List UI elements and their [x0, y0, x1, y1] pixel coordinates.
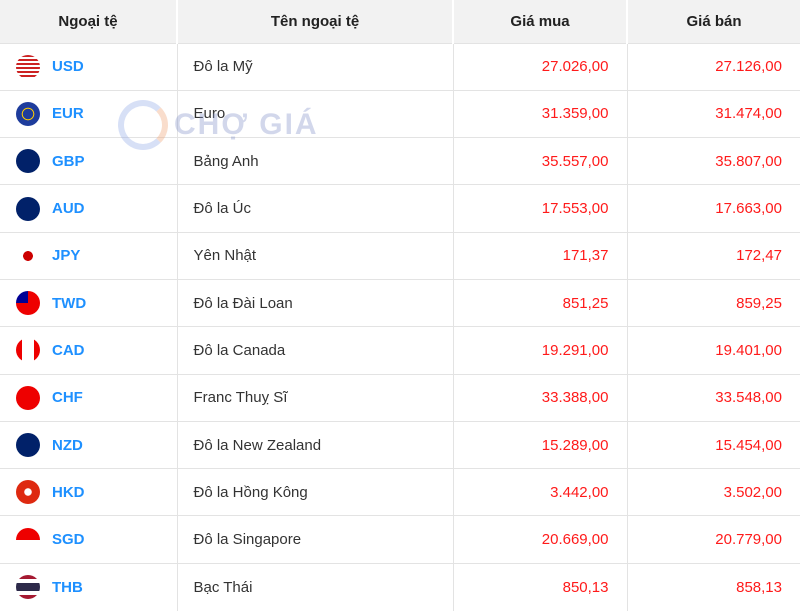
- sell-price: 20.779,00: [627, 515, 800, 564]
- currency-code: TWD: [52, 294, 87, 312]
- table-row: EUR Euro 31.359,00 31.474,00: [0, 89, 800, 138]
- jp-flag-icon: [16, 243, 40, 268]
- table-row: TWD Đô la Đài Loan 851,25 859,25: [0, 278, 800, 327]
- currency-code: THB: [52, 578, 83, 596]
- buy-price: 17.553,00: [453, 184, 628, 233]
- sell-price: 859,25: [627, 278, 800, 327]
- buy-price: 850,13: [453, 562, 628, 611]
- currency-code: USD: [52, 58, 84, 76]
- buy-price: 31.359,00: [453, 89, 628, 138]
- currency-code-cell: HKD: [0, 480, 177, 505]
- header-buy: Giá mua: [453, 0, 628, 43]
- currency-code: EUR: [52, 105, 84, 123]
- buy-price: 33.388,00: [453, 373, 628, 422]
- currency-code-cell: TWD: [0, 291, 177, 316]
- currency-code: CHF: [52, 389, 83, 407]
- currency-code-cell: AUD: [0, 196, 177, 221]
- table-row: USD Đô la Mỹ 27.026,00 27.126,00: [0, 42, 800, 91]
- ch-flag-icon: [16, 385, 40, 410]
- buy-price: 35.557,00: [453, 137, 628, 185]
- sell-price: 31.474,00: [627, 89, 800, 138]
- currency-name: Yên Nhật: [177, 231, 454, 280]
- sell-price: 27.126,00: [627, 42, 800, 91]
- currency-name: Đô la Hồng Kông: [177, 468, 454, 516]
- currency-name: Bảng Anh: [177, 137, 454, 185]
- hk-flag-icon: [16, 480, 40, 505]
- currency-name: Đô la Đài Loan: [177, 278, 454, 327]
- currency-code-cell: USD: [0, 54, 177, 79]
- table-row: CAD Đô la Canada 19.291,00 19.401,00: [0, 326, 800, 375]
- buy-price: 20.669,00: [453, 515, 628, 564]
- buy-price: 19.291,00: [453, 326, 628, 375]
- sell-price: 35.807,00: [627, 137, 800, 185]
- tw-flag-icon: [16, 291, 40, 316]
- currency-code: HKD: [52, 483, 85, 501]
- table-row: SGD Đô la Singapore 20.669,00 20.779,00: [0, 515, 800, 564]
- nz-flag-icon: [16, 433, 40, 458]
- currency-code: NZD: [52, 436, 83, 454]
- header-sell: Giá bán: [627, 0, 800, 43]
- buy-price: 15.289,00: [453, 420, 628, 469]
- th-flag-icon: [16, 575, 40, 600]
- us-flag-icon: [16, 54, 40, 79]
- currency-name: Đô la Úc: [177, 184, 454, 233]
- buy-price: 851,25: [453, 278, 628, 327]
- table-row: HKD Đô la Hồng Kông 3.442,00 3.502,00: [0, 468, 800, 516]
- sell-price: 172,47: [627, 231, 800, 280]
- currency-code: GBP: [52, 152, 85, 170]
- sell-price: 15.454,00: [627, 420, 800, 469]
- sell-price: 858,13: [627, 562, 800, 611]
- currency-code: CAD: [52, 341, 85, 359]
- currency-code: JPY: [52, 247, 81, 265]
- currency-code-cell: CAD: [0, 338, 177, 363]
- table-row: THB Bạc Thái 850,13 858,13: [0, 562, 800, 611]
- table-row: CHF Franc Thuỵ Sĩ 33.388,00 33.548,00: [0, 373, 800, 422]
- currency-code-cell: GBP: [0, 149, 177, 174]
- currency-code-cell: EUR: [0, 101, 177, 126]
- table-row: JPY Yên Nhật 171,37 172,47: [0, 231, 800, 280]
- currency-code-cell: THB: [0, 575, 177, 600]
- sell-price: 3.502,00: [627, 468, 800, 516]
- eu-flag-icon: [16, 101, 40, 126]
- buy-price: 27.026,00: [453, 42, 628, 91]
- header-name: Tên ngoại tệ: [177, 0, 454, 43]
- buy-price: 3.442,00: [453, 468, 628, 516]
- table-row: AUD Đô la Úc 17.553,00 17.663,00: [0, 184, 800, 233]
- currency-code-cell: SGD: [0, 527, 177, 552]
- sell-price: 17.663,00: [627, 184, 800, 233]
- currency-name: Đô la Canada: [177, 326, 454, 375]
- currency-name: Bạc Thái: [177, 562, 454, 611]
- currency-code: AUD: [52, 200, 85, 218]
- sg-flag-icon: [16, 527, 40, 552]
- currency-code-cell: NZD: [0, 433, 177, 458]
- ca-flag-icon: [16, 338, 40, 363]
- currency-name: Franc Thuỵ Sĩ: [177, 373, 454, 422]
- currency-name: Đô la New Zealand: [177, 420, 454, 469]
- table-row: GBP Bảng Anh 35.557,00 35.807,00: [0, 137, 800, 185]
- currency-name: Đô la Singapore: [177, 515, 454, 564]
- currency-code-cell: CHF: [0, 385, 177, 410]
- currency-name: Đô la Mỹ: [177, 42, 454, 91]
- au-flag-icon: [16, 196, 40, 221]
- currency-name: Euro: [177, 89, 454, 138]
- sell-price: 33.548,00: [627, 373, 800, 422]
- buy-price: 171,37: [453, 231, 628, 280]
- currency-code: SGD: [52, 531, 85, 549]
- uk-flag-icon: [16, 149, 40, 174]
- currency-code-cell: JPY: [0, 243, 177, 268]
- table-row: NZD Đô la New Zealand 15.289,00 15.454,0…: [0, 420, 800, 469]
- table-header: Ngoại tệ Tên ngoại tệ Giá mua Giá bán: [0, 0, 800, 43]
- sell-price: 19.401,00: [627, 326, 800, 375]
- header-code: Ngoại tệ: [0, 0, 178, 43]
